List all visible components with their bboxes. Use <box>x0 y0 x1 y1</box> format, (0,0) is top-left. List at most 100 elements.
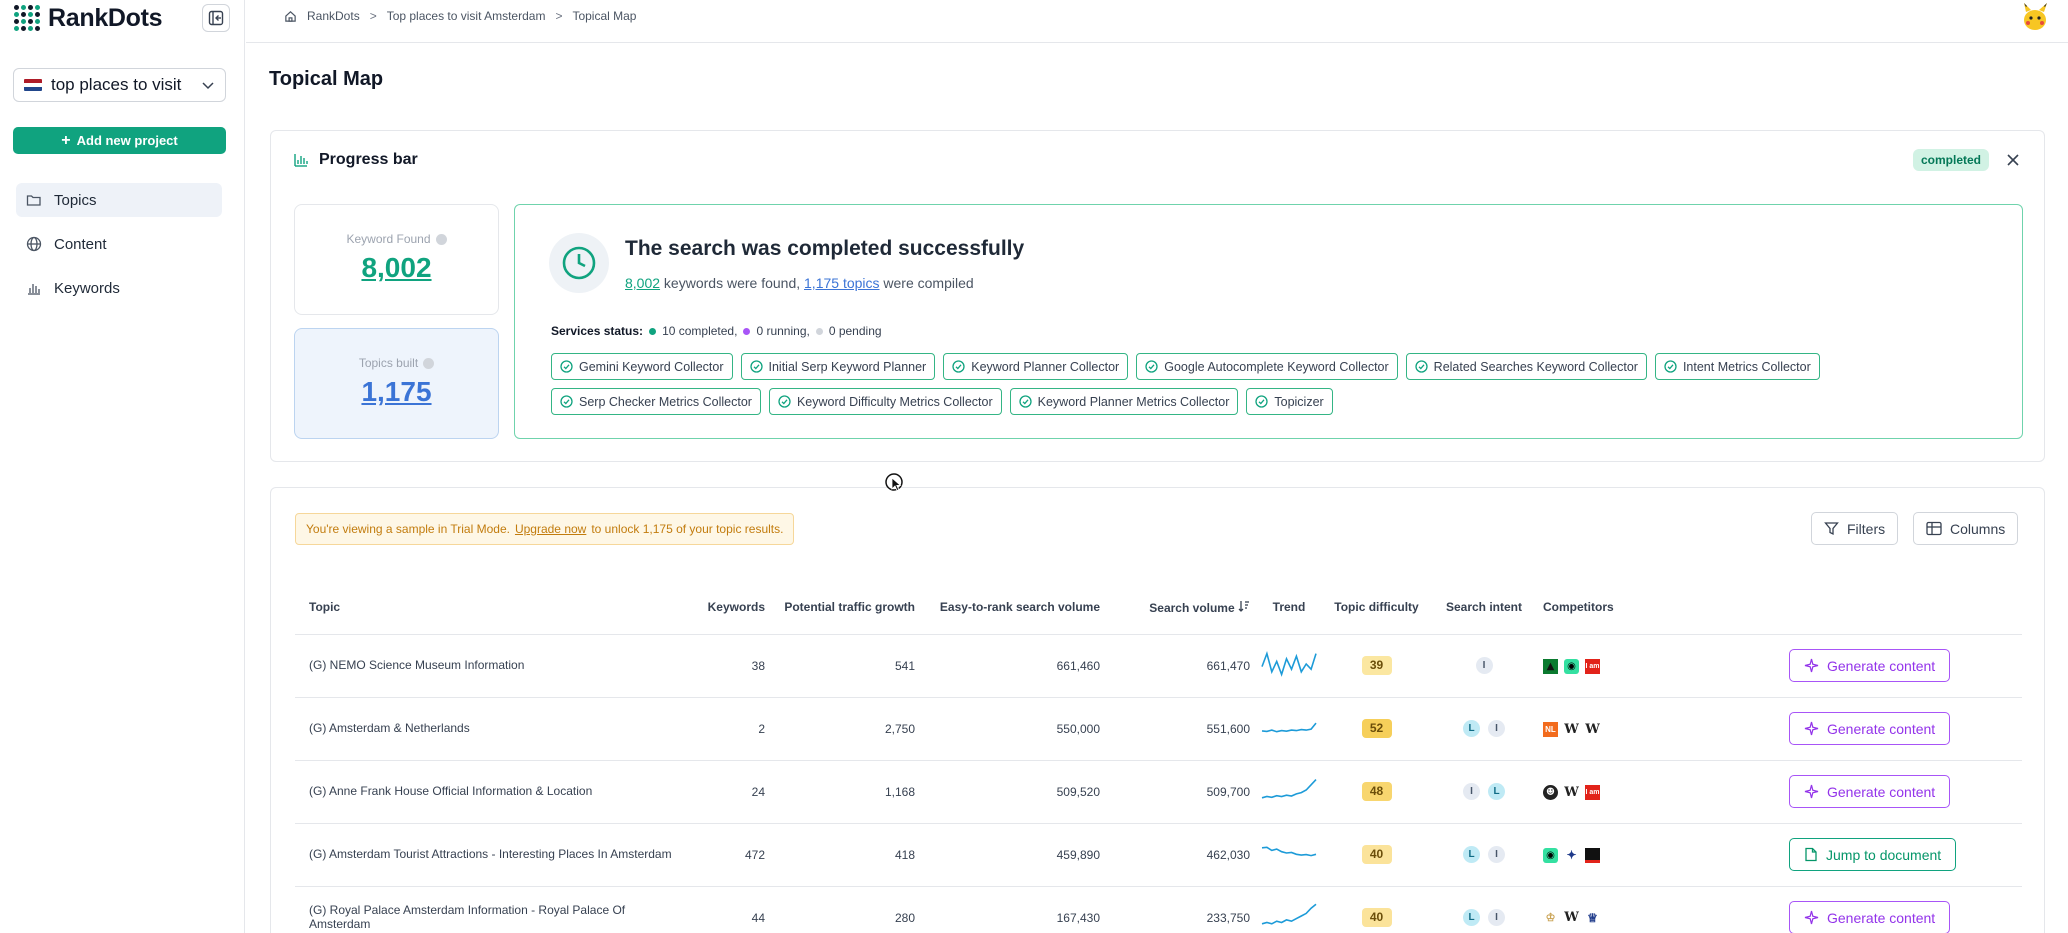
topics-built-value[interactable]: 1,175 <box>361 376 432 407</box>
trend-cell <box>1254 634 1324 698</box>
jump-to-document-button[interactable]: Jump to document <box>1789 838 1957 871</box>
action-cell: Generate content <box>1669 886 2022 933</box>
competitor-wikipedia-icon[interactable]: W <box>1585 721 1600 737</box>
columns-icon <box>1926 521 1942 536</box>
competitor-tree-icon[interactable]: ▲ <box>1543 658 1558 674</box>
chevron-right-icon: > <box>369 9 377 23</box>
add-project-button[interactable]: + Add new project <box>13 127 226 154</box>
competitors-cell: NL W W <box>1539 697 1669 761</box>
keywords-found-stat: Keyword Found 8,002 <box>294 204 499 315</box>
column-easy-volume[interactable]: Easy-to-rank search volume <box>919 581 1104 635</box>
columns-button[interactable]: Columns <box>1913 512 2019 545</box>
user-avatar[interactable] <box>2020 2 2050 32</box>
competitor-nl-icon[interactable]: NL <box>1543 721 1558 737</box>
column-growth[interactable]: Potential traffic growth <box>769 581 919 635</box>
competitor-black-square-icon[interactable] <box>1585 847 1600 863</box>
trend-cell <box>1254 760 1324 824</box>
competitor-wikipedia-icon[interactable]: W <box>1564 784 1579 800</box>
progress-card: Progress bar completed Keyword Found 8,0… <box>270 130 2045 462</box>
generate-content-button[interactable]: Generate content <box>1789 649 1951 682</box>
column-competitors[interactable]: Competitors <box>1539 581 1669 635</box>
service-chip: Initial Serp Keyword Planner <box>740 353 936 380</box>
competitor-wikipedia-icon[interactable]: W <box>1564 910 1579 925</box>
collapse-sidebar-button[interactable] <box>202 4 230 32</box>
sidebar-item-topics[interactable]: Topics <box>16 183 222 217</box>
breadcrumb-home[interactable]: RankDots <box>307 9 360 23</box>
generate-content-button[interactable]: Generate content <box>1789 775 1951 808</box>
trend-sparkline <box>1261 779 1317 799</box>
help-icon[interactable] <box>423 357 435 369</box>
difficulty-badge: 52 <box>1361 719 1392 738</box>
competitor-wikipedia-icon[interactable]: W <box>1564 721 1579 737</box>
service-chips: Gemini Keyword Collector Initial Serp Key… <box>551 353 1991 415</box>
upgrade-link[interactable]: Upgrade now <box>514 522 587 536</box>
trend-cell <box>1254 886 1324 933</box>
home-icon <box>285 10 296 22</box>
table-row[interactable]: (G) Anne Frank House Official Informatio… <box>295 760 2022 824</box>
filters-button[interactable]: Filters <box>1811 512 1899 545</box>
check-circle-icon <box>1018 395 1032 408</box>
column-search-volume[interactable]: Search volume <box>1104 581 1254 635</box>
topic-name[interactable]: (G) Amsterdam & Netherlands <box>295 697 685 761</box>
check-circle-icon <box>1255 395 1269 408</box>
column-difficulty[interactable]: Topic difficulty <box>1324 581 1429 635</box>
table-row[interactable]: (G) NEMO Science Museum Information 38 541… <box>295 634 2022 698</box>
table-row[interactable]: (G) Amsterdam Tourist Attractions - Inte… <box>295 823 2022 887</box>
service-chip-label: Google Autocomplete Keyword Collector <box>1164 359 1389 374</box>
competitor-tripadvisor-icon[interactable]: ◉ <box>1564 658 1579 674</box>
chevron-right-icon: > <box>555 9 563 23</box>
topic-name[interactable]: (G) Royal Palace Amsterdam Information -… <box>295 886 685 933</box>
competitor-iamsterdam-icon[interactable]: I am <box>1585 784 1600 800</box>
service-chip: Serp Checker Metrics Collector <box>551 388 761 415</box>
brand-logo[interactable]: RankDots <box>14 2 163 34</box>
competitor-annefrank-icon[interactable]: ☻ <box>1543 784 1558 800</box>
column-trend[interactable]: Trend <box>1254 581 1324 635</box>
column-keywords[interactable]: Keywords <box>685 581 769 635</box>
generate-content-button[interactable]: Generate content <box>1789 901 1951 933</box>
table-row[interactable]: (G) Amsterdam & Netherlands 2 2,750 550,000… <box>295 697 2022 761</box>
competitor-iamsterdam-icon[interactable]: I am <box>1585 658 1600 674</box>
chevron-down-icon <box>202 82 214 90</box>
keywords-found-label: Keyword Found <box>346 232 431 246</box>
completed-dot-icon <box>649 327 657 335</box>
easy-search-volume: 509,520 <box>919 760 1104 824</box>
rankdots-logo-icon <box>14 5 40 31</box>
competitor-tripadvisor-icon[interactable]: ◉ <box>1543 847 1558 863</box>
column-topic[interactable]: Topic <box>295 581 685 635</box>
competitor-crown-icon[interactable]: ♕ <box>1587 910 1598 925</box>
trial-banner: You're viewing a sample in Trial Mode. U… <box>295 513 795 545</box>
bar-chart-icon <box>294 154 308 167</box>
document-icon <box>1805 847 1817 862</box>
keywords-found-value[interactable]: 8,002 <box>361 252 432 283</box>
check-circle-icon <box>560 360 573 373</box>
service-chip: Topicizer <box>1246 388 1333 415</box>
topic-name[interactable]: (G) Amsterdam Tourist Attractions - Inte… <box>295 823 685 887</box>
service-chip: Keyword Difficulty Metrics Collector <box>768 388 1002 415</box>
action-cell: Generate content <box>1669 697 2022 761</box>
intent-badge: L <box>1463 909 1480 926</box>
competitor-crest-icon[interactable]: ♔ <box>1545 911 1556 924</box>
check-circle-icon <box>1145 360 1158 373</box>
topic-name[interactable]: (G) NEMO Science Museum Information <box>295 634 685 698</box>
sparkle-icon <box>1804 910 1819 925</box>
service-chip-label: Gemini Keyword Collector <box>579 359 724 374</box>
sidebar: RankDots top places to visit + Add new p… <box>0 0 245 933</box>
service-chip-label: Topicizer <box>1274 394 1324 409</box>
topic-name[interactable]: (G) Anne Frank House Official Informatio… <box>295 760 685 824</box>
sort-desc-icon[interactable] <box>1238 600 1250 612</box>
generate-content-button[interactable]: Generate content <box>1789 712 1951 745</box>
close-icon[interactable] <box>2004 151 2022 169</box>
project-select[interactable]: top places to visit <box>13 68 226 102</box>
topics-link[interactable]: 1,175 topics <box>804 275 880 291</box>
column-intent[interactable]: Search intent <box>1429 581 1539 635</box>
help-icon[interactable] <box>435 233 447 245</box>
breadcrumb-project[interactable]: Top places to visit Amsterdam <box>386 9 546 23</box>
sidebar-item-keywords[interactable]: Keywords <box>16 271 222 305</box>
keywords-link[interactable]: 8,002 <box>625 275 661 291</box>
sidebar-item-content[interactable]: Content <box>16 227 222 261</box>
competitor-bird-icon[interactable]: ✦ <box>1566 848 1577 862</box>
status-badge: completed <box>1912 149 1989 171</box>
table-row[interactable]: (G) Royal Palace Amsterdam Information -… <box>295 886 2022 933</box>
